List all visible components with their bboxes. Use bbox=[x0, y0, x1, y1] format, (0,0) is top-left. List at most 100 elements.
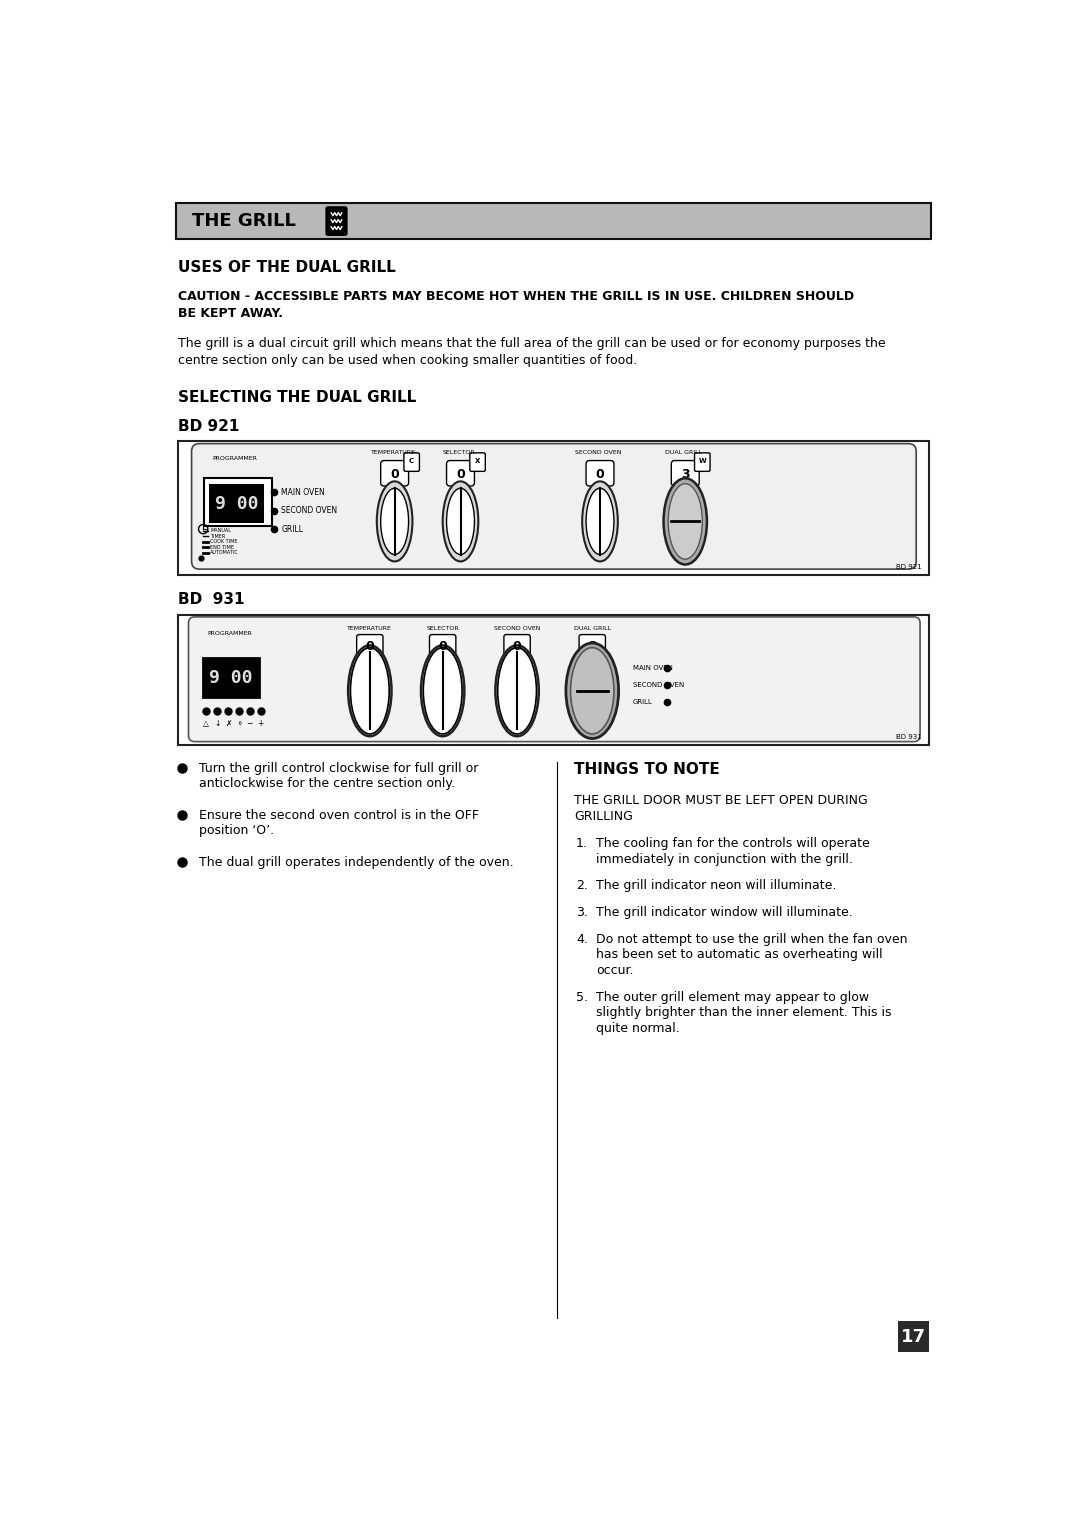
Ellipse shape bbox=[423, 648, 462, 733]
Text: ↓: ↓ bbox=[214, 720, 220, 729]
Text: 3: 3 bbox=[588, 640, 596, 652]
Bar bbox=[203, 659, 259, 697]
Text: 0: 0 bbox=[390, 468, 399, 481]
Text: △: △ bbox=[203, 720, 210, 729]
FancyBboxPatch shape bbox=[446, 460, 474, 486]
Text: THINGS TO NOTE: THINGS TO NOTE bbox=[575, 761, 720, 776]
Text: SECOND OVEN: SECOND OVEN bbox=[282, 506, 338, 515]
Text: DUAL GRILL: DUAL GRILL bbox=[665, 449, 702, 455]
Text: AUTOMATIC: AUTOMATIC bbox=[211, 550, 239, 555]
Text: The grill indicator window will illuminate.: The grill indicator window will illumina… bbox=[596, 906, 853, 918]
Text: occur.: occur. bbox=[596, 964, 634, 976]
Text: immediately in conjunction with the grill.: immediately in conjunction with the gril… bbox=[596, 853, 853, 866]
Text: SECOND OVEN: SECOND OVEN bbox=[633, 681, 684, 688]
FancyBboxPatch shape bbox=[672, 460, 699, 486]
Ellipse shape bbox=[350, 648, 389, 733]
Ellipse shape bbox=[498, 648, 537, 733]
Text: 0: 0 bbox=[456, 468, 464, 481]
Text: PROGRAMMER: PROGRAMMER bbox=[207, 631, 252, 636]
Text: END TIME: END TIME bbox=[211, 545, 234, 550]
Text: SELECTOR: SELECTOR bbox=[427, 626, 459, 631]
Text: 0: 0 bbox=[438, 640, 447, 652]
Text: C: C bbox=[409, 458, 415, 465]
Text: COOK TIME: COOK TIME bbox=[211, 539, 238, 544]
Ellipse shape bbox=[572, 648, 611, 733]
Text: position ‘O’.: position ‘O’. bbox=[200, 825, 274, 837]
Ellipse shape bbox=[348, 645, 392, 736]
Ellipse shape bbox=[570, 648, 613, 733]
Text: 4.: 4. bbox=[576, 932, 588, 946]
Text: USES OF THE DUAL GRILL: USES OF THE DUAL GRILL bbox=[177, 260, 395, 275]
Ellipse shape bbox=[421, 645, 464, 736]
Text: +: + bbox=[257, 720, 264, 729]
Text: TEMPERATURE: TEMPERATURE bbox=[348, 626, 392, 631]
Ellipse shape bbox=[446, 489, 474, 555]
Ellipse shape bbox=[663, 478, 707, 564]
Ellipse shape bbox=[496, 645, 539, 736]
FancyBboxPatch shape bbox=[586, 460, 613, 486]
Text: has been set to automatic as overheating will: has been set to automatic as overheating… bbox=[596, 949, 882, 961]
Text: ✗: ✗ bbox=[225, 720, 231, 729]
Text: −: − bbox=[246, 720, 253, 729]
Ellipse shape bbox=[566, 643, 619, 738]
Text: Turn the grill control clockwise for full grill or: Turn the grill control clockwise for ful… bbox=[200, 761, 478, 775]
Text: DUAL GRILL: DUAL GRILL bbox=[573, 626, 611, 631]
Text: BD 921: BD 921 bbox=[177, 419, 239, 434]
Text: centre section only can be used when cooking smaller quantities of food.: centre section only can be used when coo… bbox=[177, 353, 637, 367]
Text: 0: 0 bbox=[365, 640, 374, 652]
Text: Ensure the second oven control is in the OFF: Ensure the second oven control is in the… bbox=[200, 808, 480, 822]
Bar bbox=[177, 616, 930, 744]
Text: MAIN OVEN: MAIN OVEN bbox=[282, 487, 325, 497]
Ellipse shape bbox=[667, 481, 703, 561]
Ellipse shape bbox=[377, 481, 413, 561]
FancyBboxPatch shape bbox=[356, 634, 383, 656]
Bar bbox=[204, 478, 272, 526]
Ellipse shape bbox=[443, 481, 478, 561]
Text: Do not attempt to use the grill when the fan oven: Do not attempt to use the grill when the… bbox=[596, 932, 907, 946]
Text: 0: 0 bbox=[596, 468, 605, 481]
Text: 3.: 3. bbox=[576, 906, 588, 918]
Text: The dual grill operates independently of the oven.: The dual grill operates independently of… bbox=[200, 856, 514, 868]
Text: GRILL: GRILL bbox=[633, 698, 652, 704]
Text: BE KEPT AWAY.: BE KEPT AWAY. bbox=[177, 307, 283, 319]
FancyBboxPatch shape bbox=[470, 452, 485, 471]
Text: GRILLING: GRILLING bbox=[575, 810, 633, 824]
Ellipse shape bbox=[586, 489, 613, 555]
Bar bbox=[899, 1322, 930, 1352]
Bar bbox=[208, 484, 265, 523]
Text: The cooling fan for the controls will operate: The cooling fan for the controls will op… bbox=[596, 837, 869, 850]
Text: MANUAL: MANUAL bbox=[211, 529, 231, 533]
Text: X: X bbox=[475, 458, 481, 465]
FancyBboxPatch shape bbox=[189, 617, 920, 741]
FancyBboxPatch shape bbox=[430, 634, 456, 656]
Ellipse shape bbox=[669, 484, 702, 559]
Text: PROGRAMMER: PROGRAMMER bbox=[213, 455, 257, 461]
Text: 2.: 2. bbox=[576, 880, 588, 892]
FancyBboxPatch shape bbox=[504, 634, 530, 656]
FancyBboxPatch shape bbox=[326, 208, 347, 235]
Text: THE GRILL DOOR MUST BE LEFT OPEN DURING: THE GRILL DOOR MUST BE LEFT OPEN DURING bbox=[575, 795, 868, 807]
Text: 9 00: 9 00 bbox=[210, 669, 253, 686]
Text: TIMER: TIMER bbox=[211, 533, 226, 539]
Text: MAIN OVEN: MAIN OVEN bbox=[633, 665, 673, 671]
Text: SECOND OVEN: SECOND OVEN bbox=[576, 449, 622, 455]
FancyBboxPatch shape bbox=[694, 452, 710, 471]
Text: SECOND OVEN: SECOND OVEN bbox=[494, 626, 540, 631]
Text: BD  931: BD 931 bbox=[177, 593, 244, 607]
Ellipse shape bbox=[380, 489, 408, 555]
Text: BD 921: BD 921 bbox=[896, 564, 921, 570]
FancyBboxPatch shape bbox=[404, 452, 419, 471]
Text: GRILL: GRILL bbox=[282, 524, 303, 533]
Text: 17: 17 bbox=[902, 1328, 927, 1346]
FancyBboxPatch shape bbox=[380, 460, 408, 486]
Text: 5.: 5. bbox=[576, 990, 588, 1004]
Text: 3: 3 bbox=[680, 468, 689, 481]
Text: CAUTION - ACCESSIBLE PARTS MAY BECOME HOT WHEN THE GRILL IS IN USE. CHILDREN SHO: CAUTION - ACCESSIBLE PARTS MAY BECOME HO… bbox=[177, 290, 854, 303]
Text: slightly brighter than the inner element. This is: slightly brighter than the inner element… bbox=[596, 1007, 892, 1019]
Text: 1.: 1. bbox=[576, 837, 588, 850]
Text: SELECTOR: SELECTOR bbox=[443, 449, 475, 455]
Text: W: W bbox=[699, 458, 706, 465]
Ellipse shape bbox=[582, 481, 618, 561]
Text: The grill is a dual circuit grill which means that the full area of the grill ca: The grill is a dual circuit grill which … bbox=[177, 338, 886, 350]
Text: The outer grill element may appear to glow: The outer grill element may appear to gl… bbox=[596, 990, 869, 1004]
